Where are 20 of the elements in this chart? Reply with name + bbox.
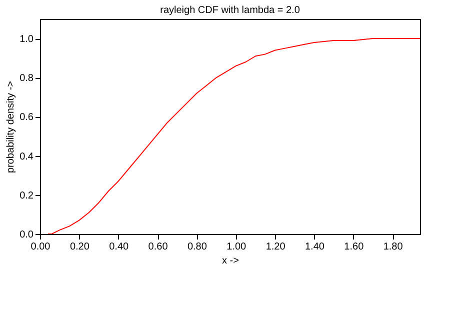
x-tick-label: 1.20	[266, 242, 286, 252]
x-tick-label: 1.60	[344, 242, 364, 252]
x-tick-label: 1.80	[383, 242, 404, 252]
y-tick-label: 1.0	[20, 34, 34, 46]
x-tick-label: 1.40	[304, 242, 325, 252]
y-tick-label: 0.2	[20, 190, 34, 202]
x-tick-label: 1.00	[226, 242, 247, 252]
x-tick-label: 0.00	[30, 242, 51, 252]
x-tick-label: 0.80	[187, 242, 208, 252]
y-tick-label: 0.0	[20, 230, 34, 240]
line-series	[47, 38, 420, 234]
y-tick-label: 0.6	[20, 112, 34, 124]
y-tick-label: 0.8	[20, 73, 34, 84]
x-tick-label: 0.40	[109, 242, 130, 252]
y-tick-label: 0.4	[20, 151, 34, 162]
y-axis-title: probability density ->	[6, 80, 17, 173]
x-tick-label: 0.20	[70, 242, 90, 252]
x-tick-label: 0.60	[148, 242, 168, 252]
chart-title: rayleigh CDF with lambda = 2.0	[160, 5, 300, 16]
x-axis-title: x ->	[222, 256, 240, 266]
